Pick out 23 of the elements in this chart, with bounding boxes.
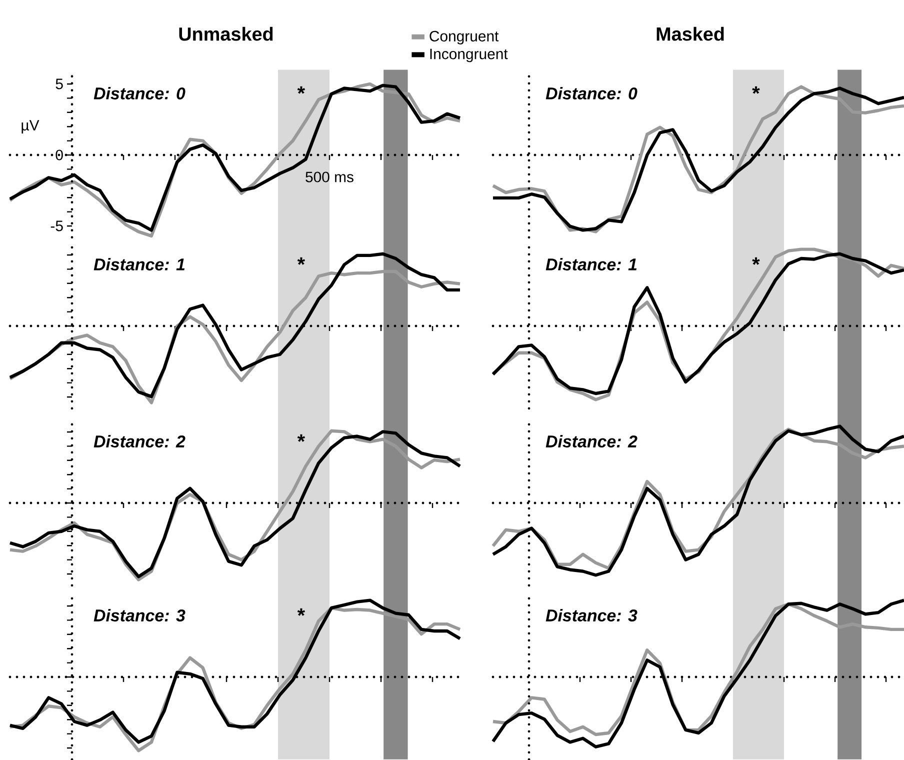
legend-label: Incongruent [430,48,508,62]
chart-subtitle: Distance: 2 [94,435,186,448]
chart-title: Masked [656,26,724,41]
annotation: * [752,86,760,94]
annotation: * [297,86,306,94]
y-tick-label: 5 [56,78,63,90]
annotation: * [297,608,306,616]
annotation: 500 ms [306,172,354,182]
chart-subtitle: Distance: 0 [546,87,638,100]
chart-subtitle: Distance: 1 [94,258,185,270]
chart-title: Unmasked [179,26,273,41]
annotation: * [297,434,306,442]
annotation: * [752,257,760,265]
chart-subtitle: Distance: 3 [94,609,186,622]
chart-subtitle: Distance: 1 [546,258,637,270]
y-axis-title: µV [22,120,40,134]
y-tick-label: 0 [56,150,63,160]
text: Distance: 0 [94,87,186,100]
annotation: * [297,257,306,265]
legend-label: Congruent [430,30,499,44]
chart-subtitle: Distance: 2 [546,435,638,448]
chart-subtitle: Distance: 3 [546,609,638,622]
y-tick-label: -5 [50,220,63,232]
